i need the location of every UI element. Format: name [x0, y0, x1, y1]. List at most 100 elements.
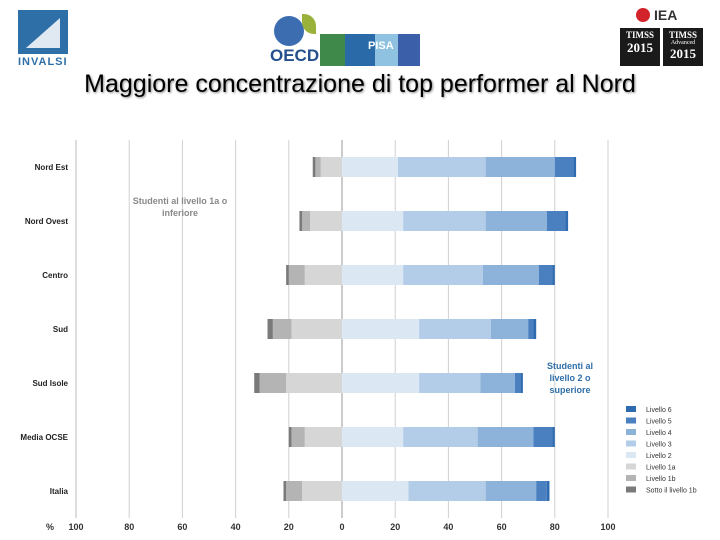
legend-label: Livello 4: [646, 430, 672, 437]
bar-segment: [342, 211, 404, 231]
legend-swatch: [626, 463, 636, 470]
bar-segment: [477, 427, 534, 447]
bar-segment: [419, 373, 481, 393]
bar-segment: [320, 157, 342, 177]
bar-segment: [254, 373, 260, 393]
bar-segment: [485, 211, 547, 231]
category-label: Nord Ovest: [25, 217, 68, 226]
legend-swatch: [626, 417, 636, 424]
bar-segment: [397, 157, 486, 177]
bar-segment: [302, 481, 342, 501]
x-tick-label: 60: [497, 522, 507, 532]
bar-segment: [514, 373, 521, 393]
annotation-upper-levels: Studenti al livello 2 o superiore: [546, 361, 593, 395]
invalsi-mark-icon: [18, 10, 68, 54]
bar-segment: [302, 211, 311, 231]
bar-segment: [408, 481, 486, 501]
legend-swatch: [626, 486, 636, 493]
timss-logos: TIMSS 2015 TIMSS Advanced 2015: [620, 28, 704, 66]
x-tick-label: 100: [68, 522, 83, 532]
x-tick-label: 20: [390, 522, 400, 532]
bar-segment: [299, 211, 303, 231]
invalsi-logo-text: INVALSI: [18, 56, 68, 68]
bar-segment: [286, 481, 303, 501]
timss-advanced-logo: TIMSS Advanced 2015: [663, 28, 703, 66]
legend-swatch: [626, 406, 636, 412]
legend-swatch: [626, 452, 636, 458]
oecd-leaf-icon: [302, 14, 316, 34]
x-tick-label: 80: [550, 522, 560, 532]
diverging-bar-chart: Nord Est Nord Ovest Centro Sud Sud Isole Medi…: [20, 140, 697, 532]
slide-title: Maggiore concentrazione di top performer…: [84, 70, 636, 98]
bar-segment: [403, 211, 486, 231]
iea-logo: IEA: [636, 6, 696, 26]
x-tick-labels: 100 80 60 40 20 0 20 40 60 80 100%: [46, 522, 616, 532]
category-label: Media OCSE: [20, 433, 68, 442]
bar-segment: [533, 319, 537, 339]
invalsi-logo: INVALSI: [18, 10, 70, 68]
bar-segment: [342, 373, 420, 393]
bar-segment: [538, 265, 553, 285]
category-labels: Nord Est Nord Ovest Centro Sud Sud Isole Medi…: [20, 163, 68, 496]
axis-unit-label: %: [46, 522, 54, 532]
x-tick-label: 20: [284, 522, 294, 532]
pisa-banner: [320, 34, 420, 66]
legend-swatch: [626, 475, 636, 481]
x-tick-label: 40: [231, 522, 241, 532]
bar-segment: [419, 319, 491, 339]
bar-segment: [536, 481, 547, 501]
bar-segment: [283, 481, 287, 501]
bars: [254, 157, 577, 501]
bar-segment: [272, 319, 292, 339]
iea-logo-text: IEA: [654, 7, 678, 23]
legend-label: Livello 1b: [646, 476, 676, 483]
bar-segment: [490, 319, 529, 339]
bar-segment: [546, 211, 566, 231]
bar-segment: [403, 265, 483, 285]
bar-segment: [291, 319, 342, 339]
legend-label: Livello 6: [646, 407, 672, 414]
category-label: Nord Est: [35, 163, 69, 172]
bar-segment: [304, 265, 342, 285]
bar-segment: [485, 157, 555, 177]
bar-segment: [546, 481, 550, 501]
bar-segment: [554, 157, 574, 177]
bar-segment: [288, 427, 292, 447]
bar-segment: [291, 427, 305, 447]
category-label: Sud Isole: [32, 379, 68, 388]
legend-label: Livello 5: [646, 419, 672, 426]
bar-segment: [565, 211, 569, 231]
annotation-lower-levels: Studenti al livello 1a o inferiore: [132, 196, 228, 218]
legend-swatch: [626, 440, 636, 447]
bar-segment: [310, 211, 342, 231]
bar-segment: [259, 373, 287, 393]
legend-label: Sotto il livello 1b: [646, 488, 697, 495]
bar-segment: [552, 427, 555, 447]
bar-segment: [304, 427, 342, 447]
x-tick-label: 60: [177, 522, 187, 532]
bar-segment: [573, 157, 577, 177]
bar-segment: [315, 157, 321, 177]
legend-label: Livello 2: [646, 453, 672, 460]
bar-segment: [342, 265, 404, 285]
x-tick-label: 40: [443, 522, 453, 532]
pisa-logo-text: PISA: [368, 40, 394, 52]
x-tick-label: 0: [339, 522, 344, 532]
bar-segment: [286, 265, 289, 285]
bar-segment: [342, 427, 404, 447]
x-tick-label: 80: [124, 522, 134, 532]
legend: Livello 6 Livello 5 Livello 4 Livello 3 Live…: [626, 406, 697, 495]
bar-segment: [342, 319, 420, 339]
x-tick-label: 100: [600, 522, 615, 532]
bar-segment: [342, 157, 398, 177]
bar-segment: [286, 373, 342, 393]
legend-swatch: [626, 429, 636, 435]
category-label: Italia: [50, 487, 69, 496]
bar-segment: [312, 157, 316, 177]
bar-segment: [482, 265, 539, 285]
category-label: Centro: [42, 271, 68, 280]
category-label: Sud: [53, 325, 68, 334]
oecd-pisa-logo: OECD PISA: [268, 14, 420, 66]
timss-2015-logo: TIMSS 2015: [620, 28, 660, 66]
oecd-logo-text: OECD: [270, 46, 320, 65]
